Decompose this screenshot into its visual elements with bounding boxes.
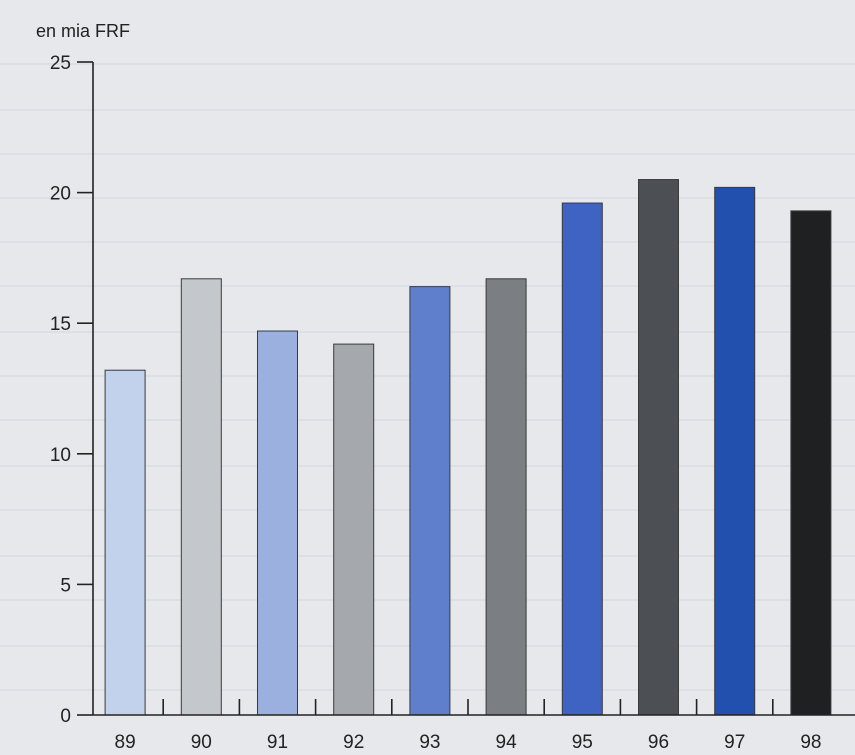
bar-93 <box>409 286 451 716</box>
x-tick-label: 93 <box>419 732 440 753</box>
bar-94 <box>485 278 527 716</box>
bar-98 <box>790 210 832 716</box>
x-tick-label: 91 <box>267 732 288 753</box>
bars-group <box>104 179 832 716</box>
x-tick-label: 95 <box>572 732 593 753</box>
bar-92 <box>333 343 375 716</box>
bar-90 <box>180 278 222 716</box>
y-tick-label: 5 <box>60 575 71 596</box>
x-tick-label: 98 <box>800 732 821 753</box>
y-tick-label: 20 <box>50 184 71 205</box>
bar-96 <box>638 179 679 716</box>
bar-89 <box>104 369 146 716</box>
y-tick-label: 10 <box>50 445 71 466</box>
x-axis-ticks: 89 90 91 92 93 94 95 96 97 98 <box>115 699 821 753</box>
y-axis-unit-label: en mia FRF <box>36 21 130 41</box>
y-tick-label: 15 <box>50 314 71 335</box>
bar-95 <box>561 202 603 716</box>
bar-91 <box>257 330 298 716</box>
x-tick-label: 90 <box>191 732 212 753</box>
x-tick-label: 97 <box>724 732 745 753</box>
y-axis-ticks: 0 5 10 15 20 25 <box>50 53 93 727</box>
x-tick-label: 89 <box>115 732 136 753</box>
y-tick-label: 0 <box>60 706 71 727</box>
y-tick-label: 25 <box>50 53 71 74</box>
x-tick-label: 92 <box>343 732 364 753</box>
x-tick-label: 94 <box>496 732 518 753</box>
bar-97 <box>714 186 756 716</box>
x-tick-label: 96 <box>648 732 669 753</box>
